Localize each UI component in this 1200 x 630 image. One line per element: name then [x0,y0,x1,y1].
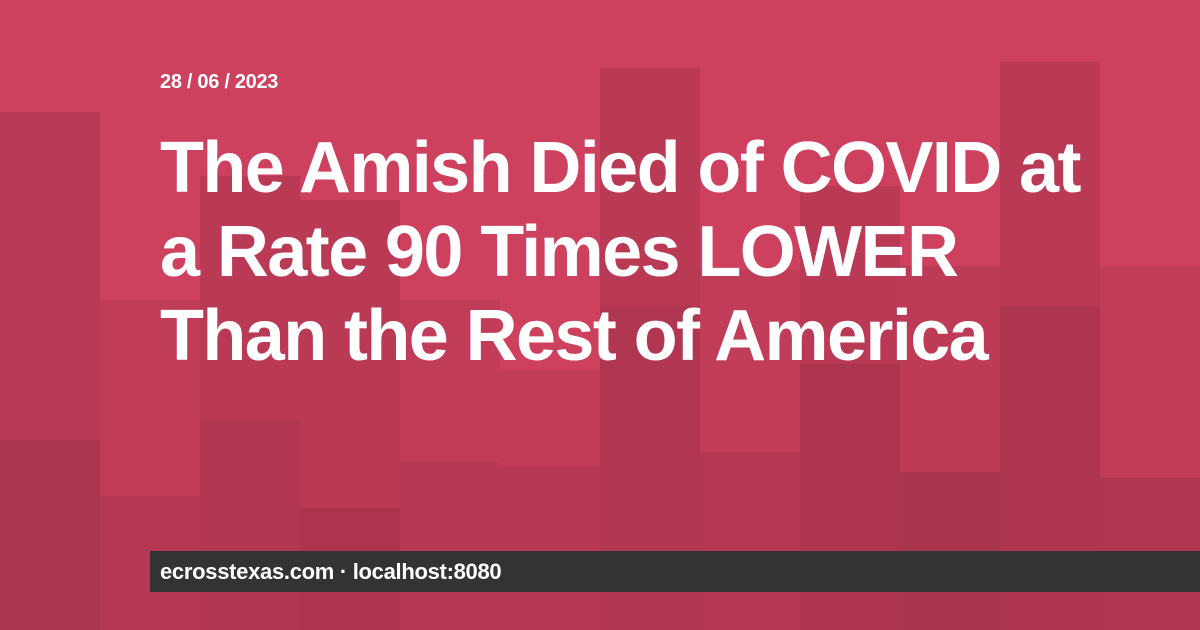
site-url: ecrosstexas.com · localhost:8080 [160,559,502,584]
site-footer-bar: ecrosstexas.com · localhost:8080 [150,551,1200,592]
post-date: 28 / 06 / 2023 [160,71,279,93]
post-title: The Amish Died of COVID at a Rate 90 Tim… [160,128,1081,376]
